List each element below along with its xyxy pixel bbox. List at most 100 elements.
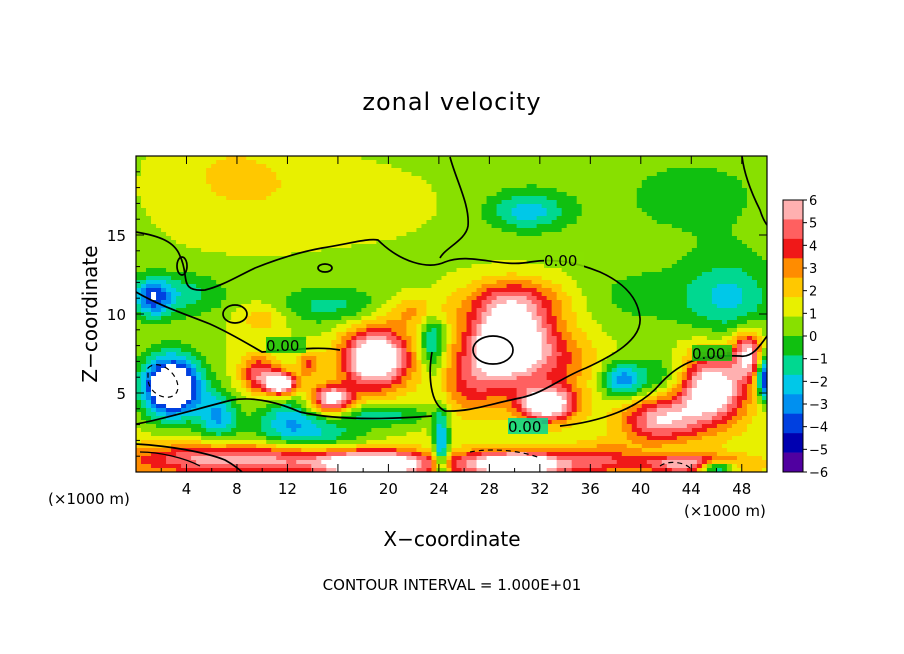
- heat-cell: [451, 244, 458, 249]
- heat-cell: [516, 204, 523, 209]
- heat-cell: [586, 220, 593, 225]
- heat-cell: [216, 304, 222, 309]
- heat-cell: [161, 240, 167, 245]
- heat-cell: [651, 168, 658, 173]
- heat-cell: [161, 252, 167, 257]
- heat-cell: [371, 312, 377, 317]
- heat-cell: [506, 252, 513, 257]
- heat-cell: [376, 260, 382, 265]
- heat-cell: [461, 260, 468, 265]
- heat-cell: [451, 192, 458, 197]
- heat-cell: [736, 216, 743, 221]
- heat-cell: [496, 204, 503, 209]
- heat-cell: [741, 228, 748, 233]
- heat-cell: [516, 160, 523, 165]
- heat-cell: [291, 292, 297, 297]
- heat-cell: [501, 300, 508, 305]
- heat-cell: [236, 220, 242, 225]
- heat-cell: [236, 188, 242, 193]
- heat-cell: [701, 172, 708, 177]
- heat-cell: [646, 156, 653, 161]
- heat-cell: [376, 196, 382, 201]
- heat-cell: [311, 272, 317, 277]
- heat-cell: [416, 236, 423, 241]
- heat-cell: [226, 240, 232, 245]
- heat-cell: [186, 276, 192, 281]
- heat-cell: [566, 272, 573, 277]
- heat-cell: [186, 164, 192, 169]
- heat-cell: [446, 300, 453, 305]
- heat-cell: [206, 304, 212, 309]
- heat-cell: [601, 200, 608, 205]
- heat-cell: [571, 276, 578, 281]
- heat-cell: [146, 300, 152, 305]
- heat-cell: [171, 260, 177, 265]
- heat-cell: [686, 212, 693, 217]
- heat-cell: [686, 188, 693, 193]
- heat-cell: [331, 296, 337, 301]
- heat-cell: [406, 228, 413, 233]
- heat-cell: [211, 276, 217, 281]
- heat-cell: [721, 220, 728, 225]
- heat-cell: [396, 212, 403, 217]
- heat-cell: [731, 164, 738, 169]
- heat-cell: [176, 300, 182, 305]
- heat-cell: [581, 212, 588, 217]
- heat-cell: [316, 276, 322, 281]
- heat-cell: [486, 196, 493, 201]
- heat-cell: [321, 156, 327, 161]
- heat-cell: [396, 304, 403, 309]
- heat-cell: [696, 264, 703, 269]
- heat-cell: [286, 256, 292, 261]
- heat-cell: [366, 164, 372, 169]
- heat-cell: [316, 288, 322, 293]
- heat-cell: [156, 244, 162, 249]
- heat-cell: [346, 264, 352, 269]
- heat-cell: [171, 176, 177, 181]
- heat-cell: [261, 200, 267, 205]
- heat-cell: [641, 264, 648, 269]
- heat-cell: [151, 248, 157, 253]
- heat-cell: [581, 180, 588, 185]
- heat-cell: [561, 268, 568, 273]
- heat-cell: [226, 264, 232, 269]
- heat-cell: [491, 256, 498, 261]
- heat-cell: [421, 192, 428, 197]
- heat-cell: [506, 160, 513, 165]
- heat-cell: [651, 272, 658, 277]
- heat-cell: [656, 260, 663, 265]
- heat-cell: [346, 284, 352, 289]
- heat-cell: [151, 208, 157, 213]
- heat-cell: [731, 288, 738, 293]
- heat-cell: [216, 160, 222, 165]
- heat-cell: [666, 160, 673, 165]
- heat-cell: [621, 276, 628, 281]
- heat-cell: [416, 204, 423, 209]
- heat-cell: [506, 304, 513, 309]
- heat-cell: [406, 292, 413, 297]
- heat-cell: [536, 252, 543, 257]
- heat-cell: [151, 220, 157, 225]
- heat-cell: [556, 228, 563, 233]
- heat-cell: [761, 164, 767, 169]
- heat-cell: [351, 196, 357, 201]
- heat-cell: [441, 256, 448, 261]
- heat-cell: [276, 308, 282, 313]
- heat-cell: [201, 156, 207, 161]
- heat-cell: [636, 212, 643, 217]
- heat-cell: [526, 232, 533, 237]
- heat-cell: [356, 272, 362, 277]
- heat-cell: [626, 220, 633, 225]
- heat-cell: [286, 308, 292, 313]
- heat-cell: [286, 176, 292, 181]
- heat-cell: [516, 216, 523, 221]
- heat-cell: [756, 224, 763, 229]
- heat-cell: [536, 200, 543, 205]
- heat-cell: [636, 296, 643, 301]
- heat-cell: [296, 192, 302, 197]
- heat-cell: [496, 288, 503, 293]
- heat-cell: [556, 304, 563, 309]
- heat-cell: [646, 196, 653, 201]
- heat-cell: [411, 180, 418, 185]
- heat-cell: [386, 304, 393, 309]
